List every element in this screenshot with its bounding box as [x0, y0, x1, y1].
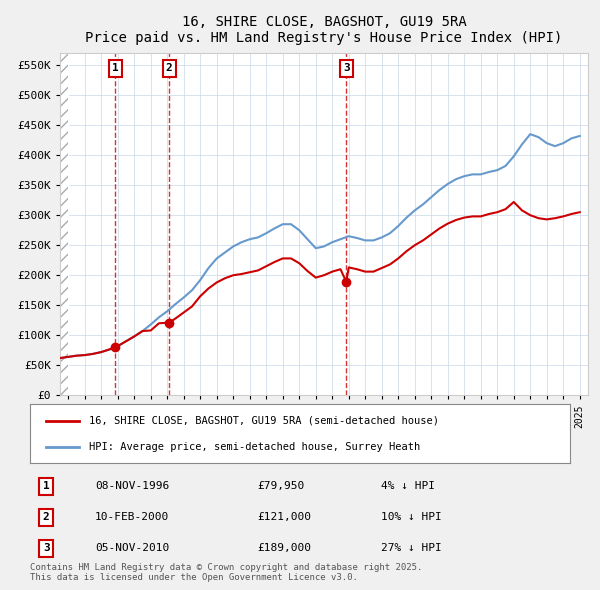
Text: 05-NOV-2010: 05-NOV-2010: [95, 543, 169, 553]
Text: 2: 2: [166, 63, 173, 73]
Text: 27% ↓ HPI: 27% ↓ HPI: [381, 543, 442, 553]
Text: 2: 2: [43, 512, 50, 522]
Text: HPI: Average price, semi-detached house, Surrey Heath: HPI: Average price, semi-detached house,…: [89, 442, 421, 451]
Text: £189,000: £189,000: [257, 543, 311, 553]
Text: 4% ↓ HPI: 4% ↓ HPI: [381, 481, 435, 491]
Text: 1: 1: [43, 481, 50, 491]
Text: £121,000: £121,000: [257, 512, 311, 522]
Text: 08-NOV-1996: 08-NOV-1996: [95, 481, 169, 491]
Title: 16, SHIRE CLOSE, BAGSHOT, GU19 5RA
Price paid vs. HM Land Registry's House Price: 16, SHIRE CLOSE, BAGSHOT, GU19 5RA Price…: [85, 15, 563, 45]
Text: 1: 1: [112, 63, 119, 73]
Text: 10% ↓ HPI: 10% ↓ HPI: [381, 512, 442, 522]
Bar: [60, 53, 68, 395]
Text: £79,950: £79,950: [257, 481, 304, 491]
Text: 3: 3: [43, 543, 50, 553]
Text: 16, SHIRE CLOSE, BAGSHOT, GU19 5RA (semi-detached house): 16, SHIRE CLOSE, BAGSHOT, GU19 5RA (semi…: [89, 416, 439, 425]
Text: Contains HM Land Registry data © Crown copyright and database right 2025.
This d: Contains HM Land Registry data © Crown c…: [30, 563, 422, 582]
Text: 10-FEB-2000: 10-FEB-2000: [95, 512, 169, 522]
Text: 3: 3: [343, 63, 350, 73]
